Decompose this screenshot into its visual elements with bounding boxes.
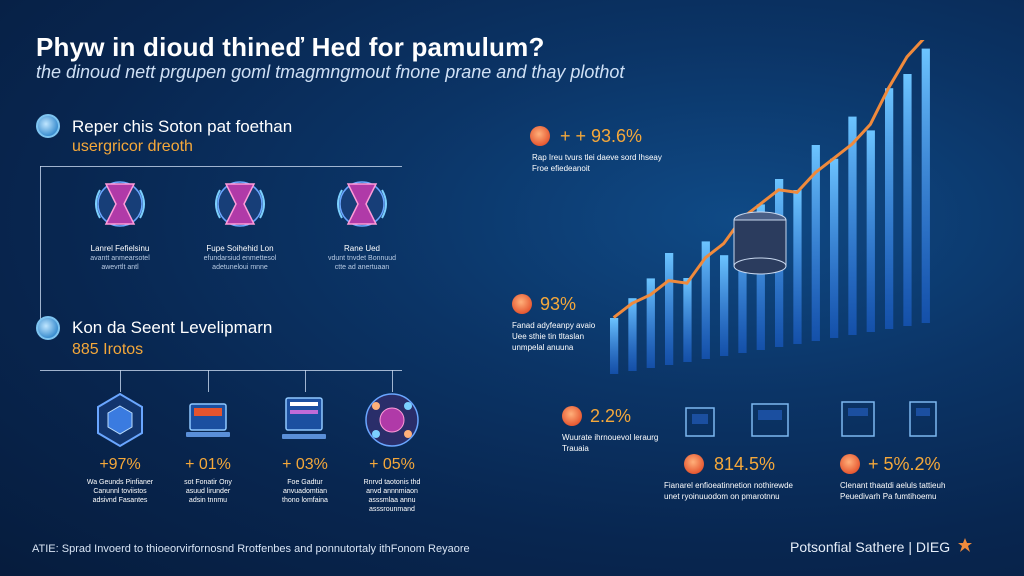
stat-caption: Rap Ireu tvurs tlei daeve sord lhseay Fr… (532, 153, 662, 173)
item-percent: + 01% (185, 456, 231, 473)
card-title: Rane Ued (343, 244, 381, 253)
connector-line (305, 370, 306, 392)
card-text: vdunt tnvdet Bonnuud ctte ad anertuaan (327, 255, 397, 271)
trend-line (612, 40, 925, 319)
item-caption: sot Fonatir Ony asuud lirunder adsin tnn… (184, 479, 232, 504)
chart-bar (720, 255, 729, 356)
item-percent: + 05% (369, 456, 415, 473)
stat-caption: Wuurate ihrnouevol leraurg Trauaia (562, 433, 659, 453)
item-caption: Foe Gadtur anvuadomtian thono lomfaina (282, 479, 328, 504)
card-text: avantt anmearsotel awevrtlt antl (90, 255, 150, 271)
chart-bar (903, 74, 912, 326)
connector-line (392, 370, 393, 392)
section1-subheading: usergricor dreoth (72, 138, 193, 155)
item-caption: Rnrvd taotonis thd anvd annnmiaon asssml… (363, 479, 421, 513)
machine-icon (751, 403, 789, 437)
brand-text: Potsonfial Sathere | DIEG (790, 539, 951, 555)
star-logo-icon (958, 538, 972, 552)
item-caption: Wa Geunds Pinfianer Canunnl toviistos ad… (86, 479, 154, 504)
chart-bar (665, 253, 674, 365)
section2-divider (40, 370, 402, 371)
connector-line (120, 370, 121, 392)
network-sphere-icon (365, 393, 419, 447)
hourglass-icon (95, 181, 145, 227)
stat-badge-icon (840, 454, 860, 474)
chart-bar (830, 158, 839, 338)
stat-caption: Clenant thaatdi aeluls tattieuh Peuediva… (840, 481, 946, 501)
hexagon-chip-icon (97, 392, 143, 448)
chart-bar (921, 48, 930, 323)
stat-value: + 5%.2% (868, 454, 941, 474)
hourglass-icon (337, 181, 387, 227)
stat-caption: Fanad adyfeanpy avaio Uee sthie tin tlta… (512, 321, 596, 352)
device-icons-row (685, 401, 937, 437)
section2-illustrations (97, 392, 419, 448)
cabinet-icon (909, 401, 937, 437)
footer-brand: Potsonfial Sathere | DIEG (790, 538, 972, 555)
chart-bar (738, 218, 747, 353)
section2-subheading: 885 Irotos (72, 341, 144, 358)
chart-bar (866, 130, 875, 332)
laptop-icon (186, 403, 230, 437)
card-title: Lanrel Fefielsinu (90, 244, 150, 253)
stat-value: + + 93.6% (560, 126, 643, 146)
chart-bar (610, 318, 619, 374)
stat-value: 93% (540, 294, 577, 314)
stat-value: 2.2% (590, 406, 632, 426)
stat-badge-icon (562, 406, 582, 426)
chart-bar (793, 190, 802, 344)
page-subtitle: the dinoud nett prgupen goml tmagmngmout… (36, 62, 625, 82)
item-percent: +97% (99, 456, 141, 473)
chart-bar (628, 298, 637, 371)
connector-line (208, 370, 209, 392)
globe-icon (36, 114, 60, 138)
item-percent: + 03% (282, 456, 328, 473)
stat-badge-icon (684, 454, 704, 474)
stat-badge-icon (530, 126, 550, 146)
growth-chart (610, 40, 930, 374)
section1-divider (40, 166, 402, 167)
connector-line (40, 166, 41, 322)
stat-value: 814.5% (714, 454, 776, 474)
chart-bar (885, 88, 894, 329)
card-text: efundarsiud enmettesol adetuneloui mnne (203, 255, 277, 271)
section2-heading: Kon da Seent Levelipmarn (72, 318, 273, 337)
card-title: Fupe Soihehid Lon (206, 244, 274, 253)
stat-caption: Fianarel enfioeatinnetion nothirewde une… (664, 481, 793, 501)
office-desk-icon (685, 407, 715, 437)
chart-bar (683, 278, 692, 362)
server-drum-icon (733, 211, 787, 275)
chart-bar (848, 116, 857, 335)
footer-note: ATIE: Sprad Invoerd to thioeorvirfornosn… (32, 543, 470, 555)
section1-heading: Reper chis Soton pat foethan (72, 117, 293, 136)
monitor-icon (282, 397, 326, 439)
chart-bar (701, 241, 710, 359)
page-title: Phyw in dioud thineď Hed for pamulum? (36, 32, 545, 62)
globe-icon (36, 316, 60, 340)
printer-icon (841, 401, 875, 437)
stat-badge-icon (512, 294, 532, 314)
section1-illustrations (95, 181, 387, 227)
hourglass-icon (215, 181, 265, 227)
chart-bar (646, 278, 655, 368)
chart-bar (756, 204, 765, 350)
chart-bar (811, 145, 820, 341)
